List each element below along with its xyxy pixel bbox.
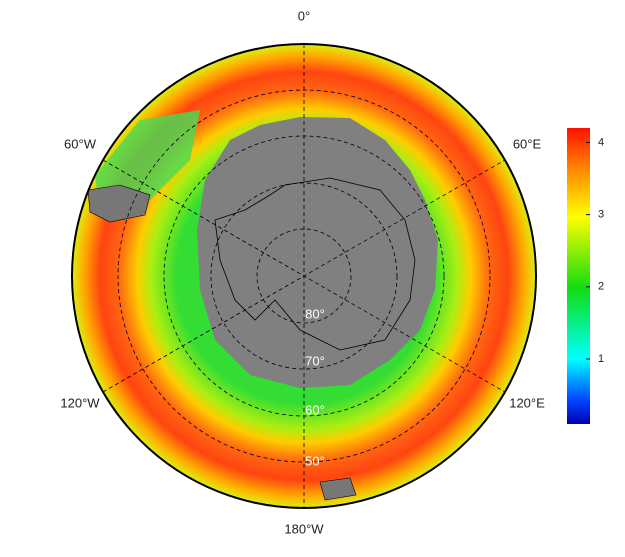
lon-label: 0° (298, 8, 310, 23)
colorbar-tick-label: 2 (598, 281, 604, 293)
lat-label: 60° (305, 402, 325, 417)
lon-label: 120°E (509, 395, 545, 410)
antarctica (197, 117, 438, 388)
lat-label: 70° (305, 353, 325, 368)
coastline (214, 177, 416, 351)
lon-label: 120°W (60, 395, 100, 410)
lon-label: 60°W (64, 136, 97, 151)
colorbar-tick-label: 4 (598, 136, 604, 148)
colorbar (567, 128, 590, 424)
lat-label: 50° (305, 453, 325, 468)
lon-label: 180°W (284, 521, 324, 536)
graticule (102, 44, 506, 508)
lon-label: 60°E (513, 136, 542, 151)
lat-circle (210, 182, 398, 370)
map-border (71, 43, 537, 509)
lat-circle (256, 228, 352, 324)
lat-label: 80° (305, 306, 325, 321)
colorbar-tick-label: 3 (598, 209, 604, 221)
colorbar-tick-label: 1 (598, 353, 604, 365)
land (87, 184, 151, 223)
land (319, 477, 357, 501)
meridian (102, 159, 506, 393)
